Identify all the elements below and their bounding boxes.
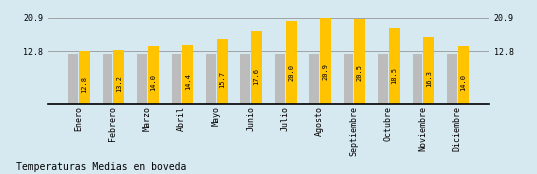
Text: 20.9: 20.9	[322, 63, 329, 80]
Text: 20.5: 20.5	[357, 64, 363, 81]
Bar	[103, 54, 112, 104]
Bar	[217, 39, 228, 104]
Bar	[412, 54, 422, 104]
Bar	[251, 31, 262, 104]
Bar	[286, 21, 296, 104]
Text: 17.6: 17.6	[253, 68, 259, 85]
Bar	[79, 51, 90, 104]
Text: 14.4: 14.4	[185, 73, 191, 90]
Bar	[172, 54, 182, 104]
Bar	[447, 54, 456, 104]
Text: 16.3: 16.3	[426, 70, 432, 87]
Text: Temperaturas Medias en boveda: Temperaturas Medias en boveda	[16, 162, 186, 172]
Text: 15.7: 15.7	[219, 71, 225, 88]
Text: 14.0: 14.0	[460, 74, 466, 91]
Bar	[137, 54, 147, 104]
Bar	[423, 37, 434, 104]
Bar	[148, 46, 159, 104]
Bar	[241, 54, 250, 104]
Bar	[182, 45, 193, 104]
Bar	[113, 50, 125, 104]
Bar	[344, 54, 353, 104]
Bar	[378, 54, 388, 104]
Bar	[389, 28, 400, 104]
Bar	[354, 19, 365, 104]
Bar	[458, 46, 469, 104]
Bar	[320, 18, 331, 104]
Bar	[68, 54, 78, 104]
Bar	[309, 54, 319, 104]
Bar	[275, 54, 285, 104]
Text: 18.5: 18.5	[391, 67, 397, 84]
Text: 13.2: 13.2	[116, 75, 122, 92]
Text: 12.8: 12.8	[82, 76, 88, 93]
Text: 14.0: 14.0	[150, 74, 156, 91]
Bar	[206, 54, 216, 104]
Text: 20.0: 20.0	[288, 64, 294, 81]
